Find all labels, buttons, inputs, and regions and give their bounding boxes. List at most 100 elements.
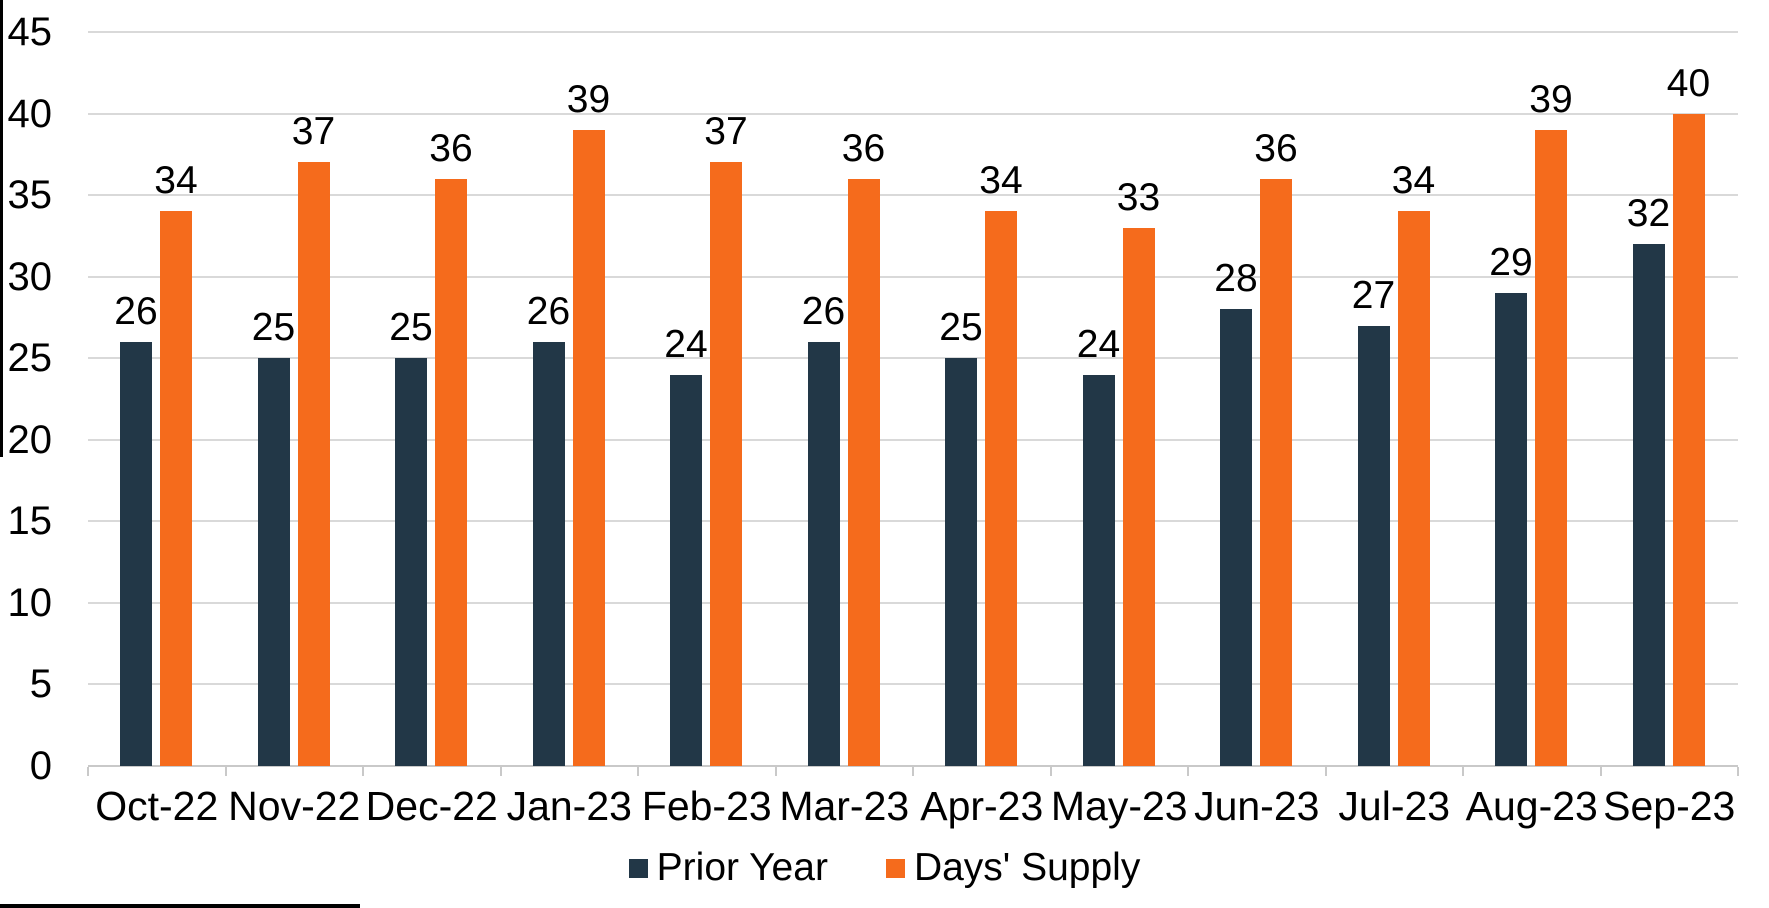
bar-value-label: 37 — [704, 110, 748, 154]
x-axis-category-label: Apr-23 — [920, 783, 1044, 829]
legend-label-prior-year: Prior Year — [656, 846, 828, 889]
x-axis-tick — [774, 767, 777, 776]
left-border-line — [0, 0, 3, 457]
bar-days-supply — [1122, 227, 1155, 766]
x-axis-category-label: May-23 — [1050, 783, 1188, 829]
bar-prior-year — [395, 358, 427, 766]
gridline-20 — [88, 438, 1738, 441]
bar-prior-year — [120, 341, 152, 766]
y-axis-tick-label: 15 — [7, 499, 53, 544]
bar-value-label: 24 — [1076, 322, 1121, 366]
y-axis-tick-label: 35 — [7, 173, 53, 218]
legend-item-prior-year: Prior Year — [628, 846, 828, 890]
bar-value-label: 40 — [1666, 61, 1711, 105]
y-axis-tick-label: 10 — [7, 580, 53, 625]
prior-year-swatch — [628, 858, 648, 878]
x-axis-category-label: Jan-23 — [506, 783, 632, 829]
bar-value-label: 36 — [429, 126, 473, 170]
bar-prior-year — [1082, 374, 1115, 766]
x-axis-tick — [912, 767, 914, 776]
x-axis-tick — [87, 767, 89, 776]
y-axis-tick-label: 0 — [29, 744, 52, 788]
y-axis-tick-label: 40 — [7, 91, 53, 136]
bar-value-label: 36 — [1254, 126, 1298, 170]
bar-value-label: 25 — [939, 306, 983, 350]
y-axis-tick-label: 30 — [7, 254, 53, 299]
gridline-10 — [88, 601, 1738, 604]
x-axis-category-label: Dec-22 — [365, 783, 498, 829]
bar-prior-year — [945, 358, 977, 766]
bar-value-label: 28 — [1214, 257, 1258, 301]
bar-days-supply — [1672, 113, 1705, 766]
x-axis-tick — [1599, 767, 1602, 776]
bar-value-label: 27 — [1351, 273, 1396, 317]
x-axis-category-label: Sep-23 — [1603, 783, 1736, 829]
bar-prior-year — [807, 341, 840, 766]
x-axis-tick — [1462, 767, 1464, 776]
y-axis-tick-label: 45 — [7, 10, 53, 54]
bar-prior-year — [1632, 244, 1665, 766]
bar-days-supply — [160, 211, 192, 766]
bar-value-label: 39 — [1529, 77, 1573, 121]
x-axis-tick — [1187, 767, 1189, 776]
bar-prior-year — [670, 374, 702, 766]
x-axis-category-label: Oct-22 — [95, 783, 219, 829]
y-axis-tick-label: 25 — [7, 336, 53, 381]
bar-value-label: 29 — [1489, 240, 1533, 284]
bar-days-supply — [297, 162, 330, 766]
bar-value-label: 32 — [1626, 192, 1671, 236]
bar-value-label: 36 — [841, 126, 886, 170]
bar-days-supply — [1260, 178, 1292, 766]
bar-value-label: 24 — [664, 322, 708, 366]
bar-prior-year — [1357, 325, 1390, 766]
gridline-45 — [88, 31, 1738, 33]
x-axis-category-label: Nov-22 — [228, 783, 361, 829]
bottom-border-line — [0, 904, 360, 908]
gridline-40 — [88, 112, 1738, 115]
bar-value-label: 34 — [1391, 159, 1436, 203]
bar-days-supply — [1535, 129, 1567, 766]
bar-value-label: 39 — [566, 77, 611, 121]
x-axis-tick — [1737, 767, 1739, 776]
legend-item-days-supply: Days' Supply — [885, 846, 1141, 890]
bar-value-label: 25 — [389, 306, 433, 350]
x-axis-category-label: Jul-23 — [1338, 783, 1451, 829]
gridline-15 — [88, 520, 1738, 523]
bar-value-label: 26 — [114, 289, 158, 333]
gridline-35 — [88, 194, 1738, 197]
x-axis-category-label: Mar-23 — [779, 783, 910, 829]
gridline-5 — [88, 683, 1738, 686]
bar-prior-year — [257, 358, 290, 766]
x-axis-line — [88, 765, 1738, 767]
bar-days-supply — [435, 178, 467, 766]
bar-value-label: 26 — [801, 289, 846, 333]
legend: Prior Year Days' Supply — [0, 845, 1769, 891]
legend-label-days-supply: Days' Supply — [913, 846, 1141, 889]
x-axis-category-label: Jun-23 — [1194, 783, 1320, 829]
bar-prior-year — [1220, 309, 1252, 766]
x-axis-tick — [637, 767, 639, 776]
bar-value-label: 33 — [1116, 175, 1161, 219]
x-axis-tick — [1324, 767, 1327, 776]
y-axis-tick-label: 5 — [29, 662, 52, 707]
y-axis-tick-label: 20 — [7, 417, 53, 462]
bar-prior-year — [1495, 292, 1527, 766]
x-axis-tick — [499, 767, 502, 776]
x-axis-tick — [362, 767, 364, 776]
bar-days-supply — [710, 162, 742, 766]
bar-value-label: 34 — [979, 159, 1023, 203]
x-axis-tick — [1049, 767, 1052, 776]
gridline-30 — [88, 275, 1738, 278]
gridline-25 — [88, 357, 1738, 360]
bar-value-label: 37 — [291, 110, 336, 154]
x-axis-tick — [224, 767, 227, 776]
x-axis-category-label: Aug-23 — [1465, 783, 1598, 829]
bar-days-supply — [572, 129, 605, 766]
bar-days-supply — [847, 178, 880, 766]
days-supply-swatch — [885, 858, 905, 878]
bar-value-label: 34 — [154, 159, 198, 203]
bar-days-supply — [1397, 211, 1430, 766]
bar-days-supply — [985, 211, 1017, 766]
bar-value-label: 26 — [526, 289, 571, 333]
